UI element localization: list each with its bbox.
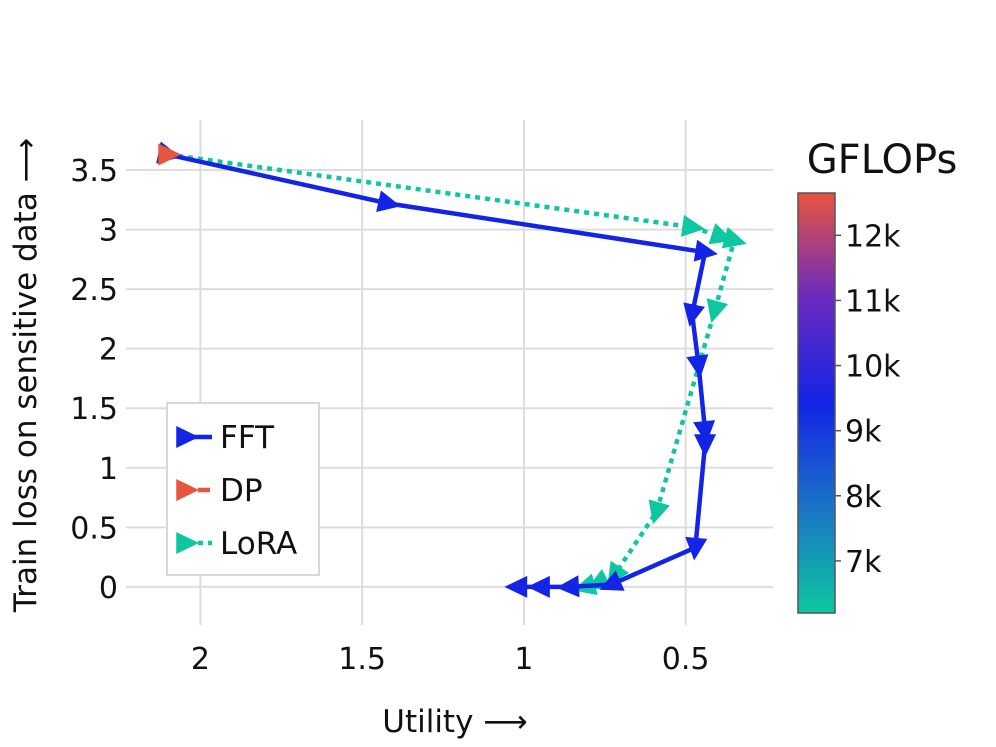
series-dp xyxy=(158,143,182,166)
x-tick-label: 2 xyxy=(191,642,210,677)
legend-item-fft: FFT xyxy=(176,420,275,456)
y-tick-label: 3.5 xyxy=(70,154,118,189)
y-tick-label: 2.5 xyxy=(70,273,118,308)
colorbar-tick-label: 10k xyxy=(845,350,901,385)
y-tick-label: 0 xyxy=(99,571,118,606)
data-point-marker xyxy=(376,190,401,213)
data-point-marker xyxy=(158,143,182,166)
colorbar-tick-label: 8k xyxy=(845,480,882,515)
x-tick-label: 1.5 xyxy=(338,642,386,677)
data-point-marker xyxy=(556,575,580,598)
data-point-marker xyxy=(683,302,705,327)
data-point-marker xyxy=(686,354,709,379)
x-tick-labels: 2 1.5 1 0.5 xyxy=(191,642,710,677)
legend-item-lora: LoRA xyxy=(176,526,297,562)
colorbar-bar xyxy=(797,192,836,614)
legend-label: DP xyxy=(220,473,263,509)
legend-label: FFT xyxy=(220,420,275,456)
x-tick-label: 0.5 xyxy=(662,642,710,677)
colorbar-ticks: 12k 11k 10k 9k 8k 7k xyxy=(835,219,901,580)
legend-marker-icon xyxy=(176,425,199,449)
data-point-marker xyxy=(685,536,708,561)
data-point-marker xyxy=(706,298,729,324)
data-point-marker xyxy=(693,420,716,444)
data-point-marker xyxy=(527,575,550,598)
legend-item-dp: DP xyxy=(176,473,263,509)
y-axis-label: Train loss on sensitive data ⟶ xyxy=(8,138,44,613)
colorbar-tick-label: 12k xyxy=(845,219,901,254)
y-tick-label: 0.5 xyxy=(70,511,118,546)
legend: FFT DP LoRA xyxy=(166,402,320,576)
data-point-marker xyxy=(693,239,718,262)
data-point-marker xyxy=(721,227,747,249)
data-point-marker xyxy=(648,499,670,525)
data-point-marker xyxy=(504,575,528,598)
data-point-marker xyxy=(680,214,706,237)
y-tick-label: 3 xyxy=(99,214,118,249)
data-point-marker xyxy=(599,570,625,591)
y-tick-labels: 0 0.5 1 1.5 2 2.5 3 3.5 xyxy=(70,154,118,606)
legend-marker-icon xyxy=(176,531,199,555)
legend-marker-icon xyxy=(176,478,199,502)
colorbar-title: GFLOPs xyxy=(807,137,958,183)
legend-label: LoRA xyxy=(220,526,297,562)
series-layer xyxy=(156,141,747,598)
data-point-marker xyxy=(694,434,717,457)
colorbar-tick-label: 9k xyxy=(845,415,882,450)
x-tick-label: 1 xyxy=(514,642,533,677)
colorbar-tick-label: 7k xyxy=(845,545,882,580)
colorbar-tick-label: 11k xyxy=(845,284,901,319)
x-axis-label: Utility ⟶ xyxy=(382,704,527,740)
y-tick-label: 1.5 xyxy=(70,392,118,427)
y-tick-label: 2 xyxy=(99,333,118,368)
y-tick-label: 1 xyxy=(99,452,118,487)
colorbar: GFLOPs 12k 11k 10k 9k 8k 7k xyxy=(797,137,958,614)
